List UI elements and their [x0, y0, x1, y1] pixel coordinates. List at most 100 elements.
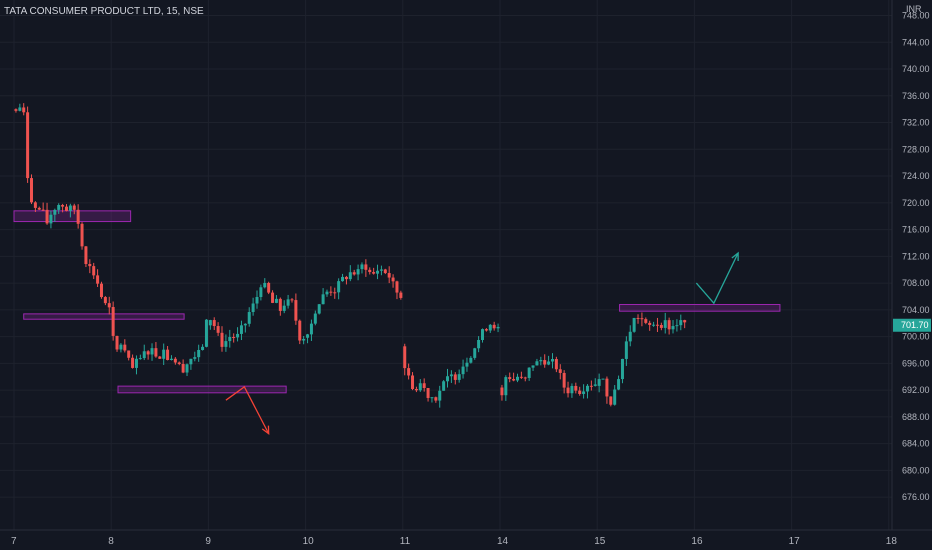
- candle-body: [554, 359, 558, 370]
- candle-body: [395, 281, 399, 293]
- candle-body: [624, 341, 628, 359]
- candle-body: [255, 297, 259, 304]
- candle-body: [585, 385, 589, 392]
- candle-body: [18, 107, 22, 111]
- candle-body: [504, 377, 508, 396]
- y-tick-label: 688.00: [902, 412, 930, 422]
- candle-body: [212, 320, 216, 327]
- candle-body: [329, 291, 333, 293]
- candle-body: [434, 397, 438, 401]
- candle-body: [679, 320, 683, 326]
- candle-body: [251, 303, 255, 313]
- candle-body: [333, 292, 337, 294]
- candle-body: [286, 299, 290, 306]
- y-tick-label: 716.00: [902, 225, 930, 235]
- candle-body: [356, 269, 360, 275]
- y-tick-label: 712.00: [902, 251, 930, 261]
- y-tick-label: 700.00: [902, 332, 930, 342]
- candle-body: [298, 320, 302, 341]
- candle-body: [185, 364, 189, 373]
- candle-body: [376, 270, 380, 274]
- candle-body: [523, 377, 527, 379]
- candle-body: [267, 282, 271, 293]
- candle-body: [115, 335, 119, 350]
- candle-body: [496, 326, 500, 329]
- zone-box[interactable]: [13, 210, 132, 223]
- price-axis[interactable]: 748.00 744.00 740.00 736.00 732.00 728.00 724.…: [902, 11, 930, 503]
- candle-body: [158, 356, 162, 359]
- candle-body: [29, 178, 33, 203]
- arrow-path[interactable]: [225, 385, 270, 434]
- y-tick-label: 724.00: [902, 171, 930, 181]
- candle-body: [422, 383, 426, 388]
- candle-body: [632, 317, 636, 332]
- candle-body: [418, 383, 422, 391]
- zone-box[interactable]: [117, 385, 287, 394]
- candle-body: [193, 357, 197, 359]
- candle-body: [430, 397, 434, 399]
- candle-body: [220, 332, 224, 347]
- candle-body: [84, 246, 88, 265]
- candle-body: [574, 385, 578, 391]
- zone-box[interactable]: [619, 304, 781, 312]
- candle-body: [481, 329, 485, 340]
- candle-body: [111, 307, 115, 336]
- candle-body: [352, 272, 356, 275]
- candle-body: [232, 337, 236, 339]
- candle-body: [547, 361, 551, 365]
- support-resistance-zones[interactable]: [13, 210, 781, 394]
- y-tick-label: 720.00: [902, 198, 930, 208]
- candle-body: [166, 349, 170, 361]
- y-tick-label: 736.00: [902, 91, 930, 101]
- candle-body: [239, 325, 243, 334]
- candle-body: [317, 304, 321, 314]
- candle-body: [663, 320, 667, 328]
- candle-body: [45, 209, 49, 224]
- candle-body: [613, 389, 617, 405]
- candle-body: [14, 109, 18, 111]
- x-tick-label: 14: [497, 536, 509, 547]
- candle-body: [189, 358, 193, 365]
- y-tick-label: 740.00: [902, 64, 930, 74]
- candle-body: [414, 388, 418, 391]
- candle-body: [683, 320, 687, 323]
- time-axis[interactable]: 7 8 9 10 11 14 15 16 17 18: [11, 536, 897, 547]
- candle-body: [379, 269, 383, 271]
- candle-body: [201, 346, 205, 350]
- candle-body: [360, 264, 364, 270]
- candle-body: [391, 277, 395, 282]
- candle-body: [204, 319, 208, 347]
- grid-lines: [0, 0, 892, 530]
- candle-body: [628, 331, 632, 342]
- candle-body: [173, 358, 177, 363]
- candle-body: [589, 385, 593, 387]
- candle-body: [562, 372, 566, 388]
- arrow-path[interactable]: [695, 252, 739, 305]
- candle-body: [321, 294, 325, 305]
- candle-body: [399, 292, 403, 298]
- drawing-annotations[interactable]: [225, 251, 739, 435]
- candle-body: [64, 206, 68, 211]
- candle-body: [309, 323, 313, 335]
- candle-body: [465, 362, 469, 367]
- candle-body: [247, 312, 251, 324]
- candle-body: [484, 329, 488, 331]
- candle-body: [488, 324, 492, 331]
- candle-body: [263, 282, 267, 288]
- candle-body: [461, 366, 465, 375]
- candle-body: [519, 376, 523, 378]
- candle-body: [181, 364, 185, 373]
- candle-body: [208, 320, 212, 326]
- candle-body: [368, 269, 372, 273]
- candlestick-series[interactable]: [14, 103, 687, 408]
- current-price-marker: 701.70: [893, 318, 931, 332]
- candle-body: [469, 357, 473, 363]
- candle-body: [224, 341, 228, 347]
- candle-body: [228, 337, 232, 342]
- candle-body: [655, 324, 659, 326]
- candle-body: [539, 360, 543, 362]
- candle-body: [593, 384, 597, 386]
- candle-body: [127, 350, 131, 358]
- zone-box[interactable]: [23, 313, 185, 320]
